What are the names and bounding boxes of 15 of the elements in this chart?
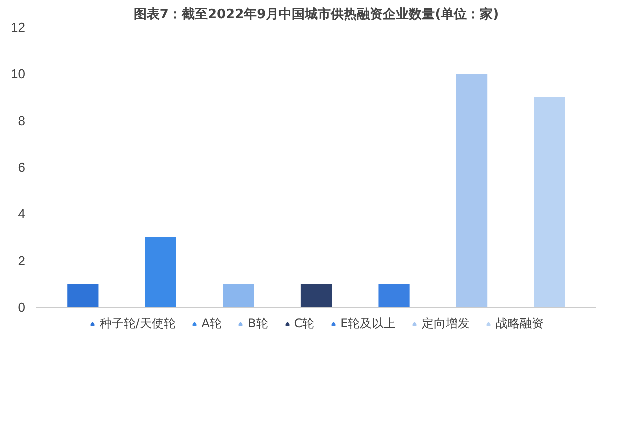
- legend-label: E轮及以上: [340, 316, 396, 332]
- y-tick-label: 8: [18, 113, 26, 128]
- legend-label: C轮: [294, 316, 315, 332]
- y-tick-label: 4: [18, 206, 26, 222]
- y-tick-label: 10: [11, 66, 26, 82]
- y-tick-label: 0: [18, 300, 26, 315]
- y-tick-label: 12: [11, 20, 26, 35]
- legend-label: 种子轮/天使轮: [100, 316, 176, 332]
- legend-label: 战略融资: [496, 316, 544, 332]
- y-tick-label: 6: [18, 160, 26, 175]
- chart-title: 图表7：截至2022年9月中国城市供热融资企业数量(单位：家): [134, 6, 500, 22]
- y-tick-label: 2: [18, 253, 26, 268]
- legend-label: 定向增发: [422, 316, 470, 332]
- legend-label: A轮: [202, 316, 222, 332]
- legend-label: B轮: [248, 316, 268, 332]
